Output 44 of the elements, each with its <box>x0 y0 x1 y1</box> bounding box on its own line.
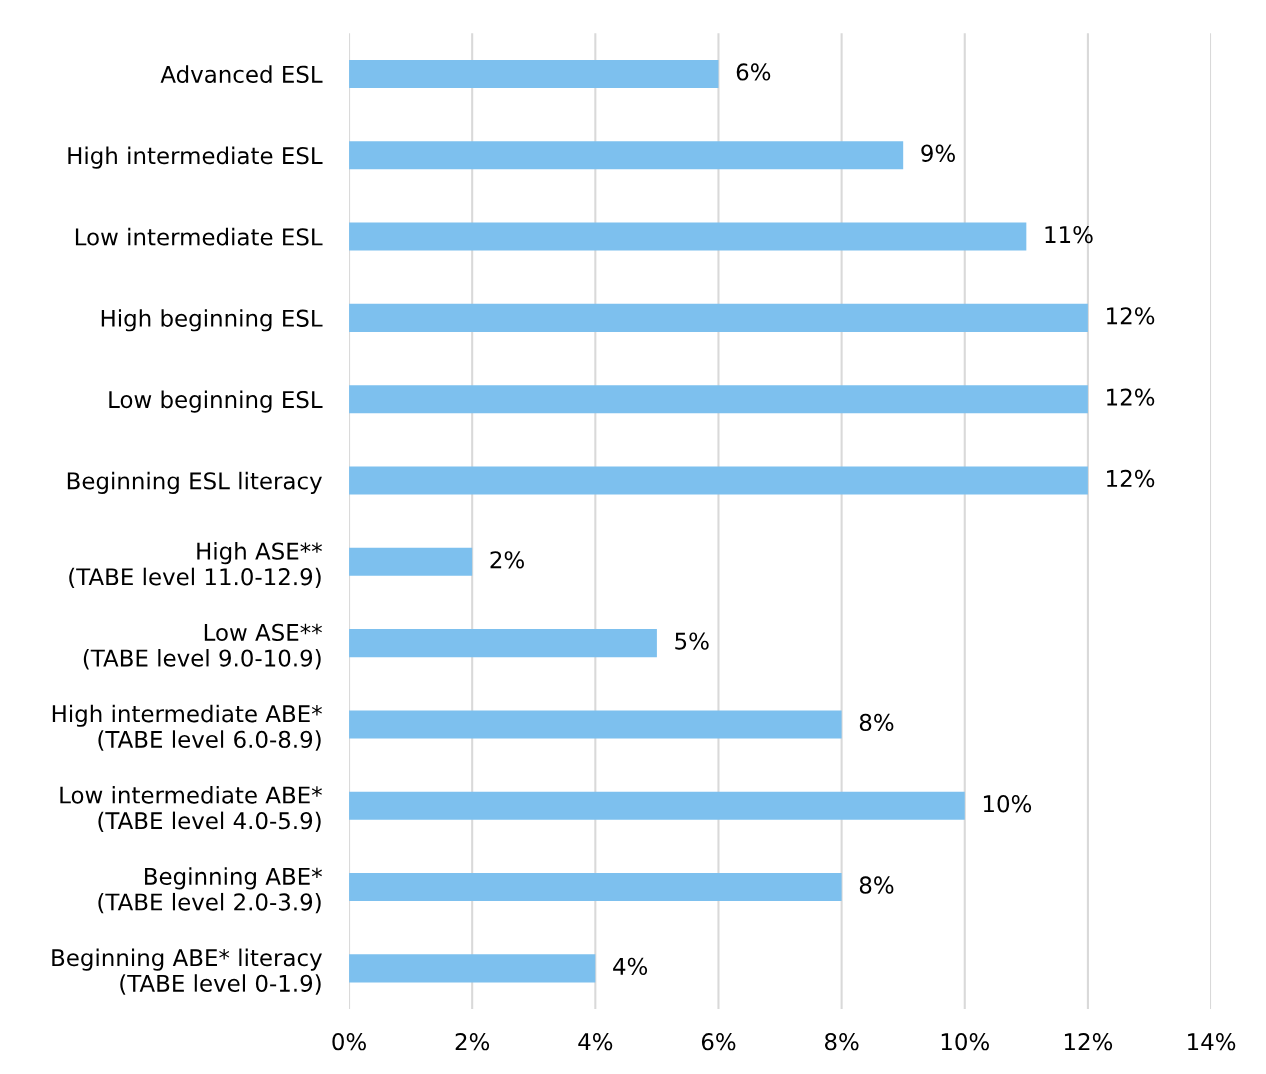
y-tick-label: Low intermediate ABE* (TABE level 4.0-5.9) <box>60 785 322 833</box>
y-tick-label: Low beginning ESL <box>109 390 323 413</box>
bar <box>349 466 1088 495</box>
x-tick-label: 8% <box>825 1033 859 1051</box>
data-label: 8% <box>859 876 894 894</box>
y-tick-label: Advanced ESL <box>160 65 323 83</box>
x-tick-label: 10% <box>941 1033 989 1051</box>
x-tick-label: 4% <box>578 1033 613 1051</box>
bar <box>349 629 657 658</box>
x-tick-label: 12% <box>1064 1033 1113 1051</box>
y-tick-label: High intermediate ESL <box>68 146 323 169</box>
bar <box>349 59 719 88</box>
bar <box>349 222 1027 251</box>
bar <box>349 873 842 902</box>
y-tick-label: Low ASE** (TABE level 9.0-10.9) <box>83 623 322 670</box>
bar <box>349 303 1088 332</box>
bar <box>349 385 1088 414</box>
data-label: 8% <box>859 713 894 732</box>
data-label: 12% <box>1107 388 1155 406</box>
bar <box>349 954 596 983</box>
y-tick-label: Beginning ESL literacy <box>67 471 322 494</box>
x-tick-label: 6% <box>701 1033 736 1051</box>
x-tick-label: 2% <box>455 1033 490 1051</box>
bar <box>349 141 904 170</box>
data-label: 12% <box>1107 307 1155 325</box>
bar <box>349 710 842 739</box>
y-tick-label: High intermediate ABE* (TABE level 6.0-8.9) <box>52 704 322 751</box>
data-label: 12% <box>1107 469 1155 488</box>
y-tick-label: Low intermediate ESL <box>75 227 323 246</box>
data-label: 4% <box>613 957 648 976</box>
data-label: 6% <box>736 63 771 81</box>
data-label: 5% <box>675 632 709 650</box>
y-tick-label: Beginning ABE* literacy (TABE level 0-1.9) <box>52 948 322 995</box>
data-label: 2% <box>490 551 524 569</box>
x-tick-label: 14% <box>1188 1033 1236 1051</box>
x-tick-label: 0% <box>332 1033 366 1051</box>
y-tick-label: High beginning ESL <box>101 309 323 332</box>
bar <box>349 791 965 820</box>
bar <box>349 547 473 576</box>
y-tick-label: Beginning ABE* (TABE level 2.0-3.9) <box>98 867 322 914</box>
data-label: 9% <box>921 144 955 162</box>
data-label: 10% <box>983 795 1032 813</box>
data-label: 11% <box>1045 225 1093 244</box>
y-tick-label: High ASE** (TABE level 11.0-12.9) <box>69 542 322 589</box>
